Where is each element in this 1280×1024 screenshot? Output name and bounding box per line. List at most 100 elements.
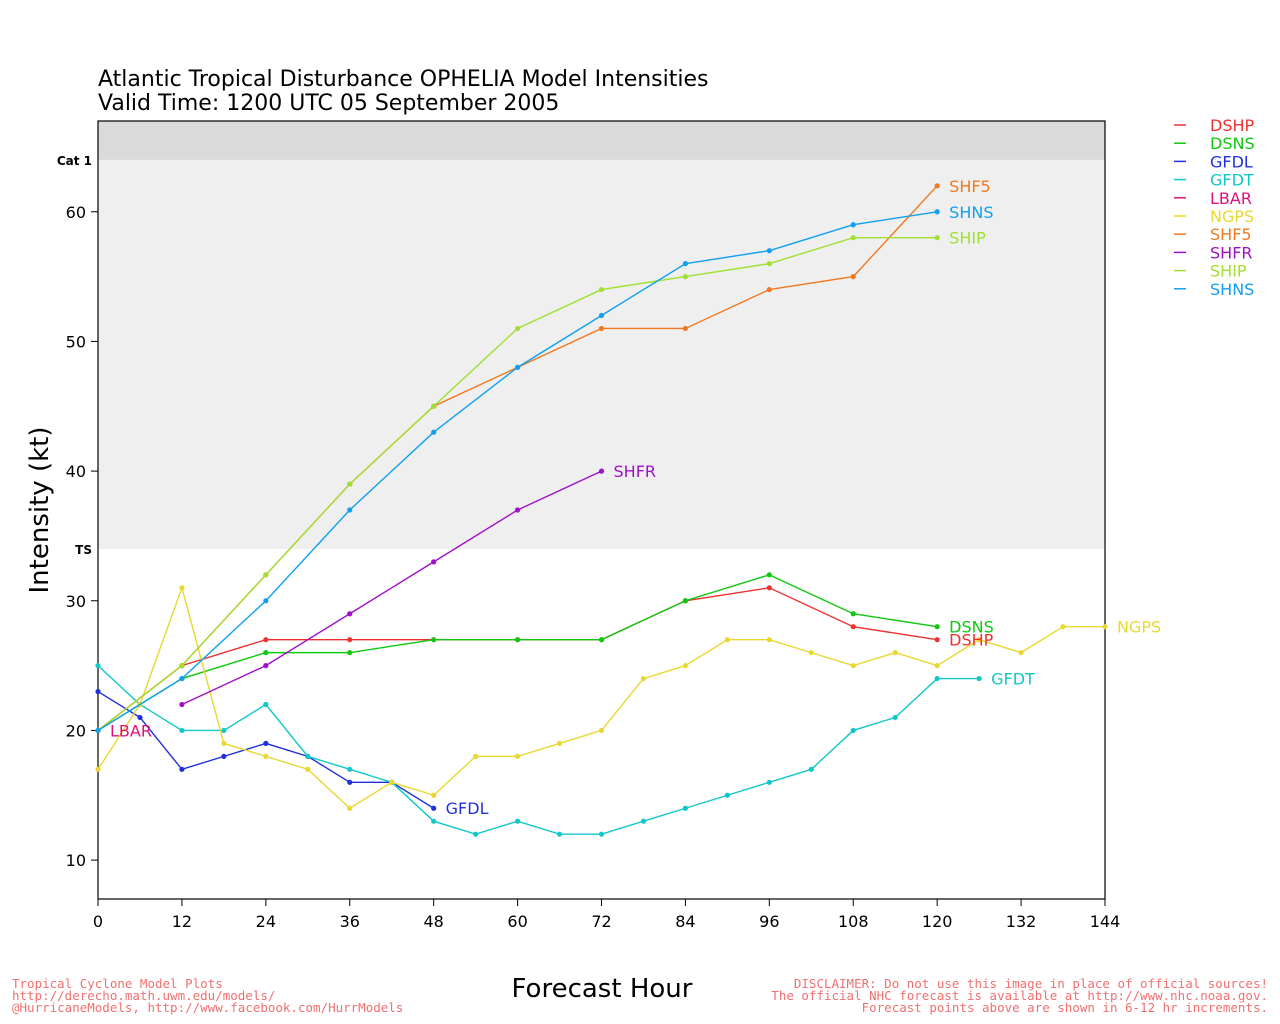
point-gfdt xyxy=(808,766,814,772)
point-gfdt xyxy=(934,675,940,682)
point-ngps xyxy=(347,805,353,811)
point-shf5 xyxy=(766,286,772,293)
footer-right-line-1: DISCLAIMER: Do not use this image in pla… xyxy=(794,976,1268,991)
point-dsns xyxy=(598,637,605,643)
chart-title: Atlantic Tropical Disturbance OPHELIA Mo… xyxy=(98,67,709,92)
x-tick-label: 84 xyxy=(675,912,695,931)
point-shfr xyxy=(598,468,605,474)
point-gfdl xyxy=(431,805,437,811)
point-gfdt xyxy=(976,675,982,682)
point-dshp xyxy=(766,585,772,591)
point-ngps xyxy=(1060,624,1066,630)
series-lines xyxy=(95,183,1108,837)
point-gfdt xyxy=(598,831,605,837)
y-tick-label: 40 xyxy=(66,462,86,481)
x-tick-label: 132 xyxy=(1006,912,1037,931)
x-tick-label: 120 xyxy=(922,912,953,931)
point-gfdt xyxy=(640,818,647,824)
footer-right-line-2: The official NHC forecast is available a… xyxy=(771,988,1268,1003)
end-label-lbar: LBAR xyxy=(110,721,152,740)
point-gfdt xyxy=(473,831,479,837)
point-shns xyxy=(934,209,940,215)
legend-entry-ship: SHIP xyxy=(1210,262,1247,281)
x-tick-label: 60 xyxy=(507,912,527,931)
point-dsns xyxy=(682,598,689,604)
x-tick-label: 0 xyxy=(93,912,103,931)
point-gfdt xyxy=(682,805,689,811)
legend-entry-ngps: NGPS xyxy=(1210,207,1254,226)
series-line-shfr xyxy=(181,470,602,706)
point-shns xyxy=(850,222,856,228)
x-tick-label: 48 xyxy=(423,912,443,931)
point-ngps xyxy=(1018,650,1024,656)
end-label-shfr: SHFR xyxy=(614,462,657,481)
point-gfdl xyxy=(263,740,269,747)
point-dsns xyxy=(850,611,856,617)
point-gfdt xyxy=(892,714,898,721)
point-ship xyxy=(850,235,856,241)
footer-left-line-1: Tropical Cyclone Model Plots xyxy=(12,976,223,991)
point-dsns xyxy=(934,624,940,630)
legend-entry-dshp: DSHP xyxy=(1210,116,1255,135)
point-ngps xyxy=(766,637,772,643)
point-ship xyxy=(598,286,605,293)
legend-entry-lbar: LBAR xyxy=(1210,189,1252,208)
y-axis-label: Intensity (kt) xyxy=(25,427,55,594)
end-label-ship: SHIP xyxy=(949,229,986,248)
band-1 xyxy=(98,159,1105,549)
point-gfdt xyxy=(766,779,772,785)
point-shns xyxy=(598,312,605,319)
point-ship xyxy=(179,663,185,669)
footer-left-line-2: http://derecho.math.uwm.edu/models/ xyxy=(12,988,275,1003)
footer-right-line-3: Forecast points above are shown in 6-12 … xyxy=(862,1000,1268,1015)
point-ship xyxy=(263,572,269,578)
band-0 xyxy=(98,548,1105,899)
point-shf5 xyxy=(850,274,856,280)
point-dshp xyxy=(850,624,856,630)
end-label-dshp: DSHP xyxy=(949,631,994,650)
point-dsns xyxy=(514,637,521,643)
point-gfdt xyxy=(431,818,437,824)
end-label-ngps: NGPS xyxy=(1117,618,1161,637)
point-dshp xyxy=(263,637,269,643)
legend-entry-gfdl: GFDL xyxy=(1210,152,1253,171)
point-gfdl xyxy=(221,753,227,759)
point-shns xyxy=(179,675,185,682)
series-line-gfdt xyxy=(97,665,980,835)
point-ngps xyxy=(221,740,227,747)
point-gfdt xyxy=(95,663,101,669)
point-gfdt xyxy=(347,766,353,772)
x-tick-label: 36 xyxy=(340,912,360,931)
legend-entry-gfdt: GFDT xyxy=(1210,171,1254,190)
x-axis-label: Forecast Hour xyxy=(512,974,693,1004)
end-label-gfdt: GFDT xyxy=(991,670,1035,689)
end-label-shf5: SHF5 xyxy=(949,177,991,196)
x-tick-label: 24 xyxy=(256,912,276,931)
y-tick-label: 30 xyxy=(66,592,86,611)
point-dsns xyxy=(431,637,437,643)
point-ship xyxy=(347,481,353,487)
legend-entry-shns: SHNS xyxy=(1210,280,1254,299)
chart-subtitle: Valid Time: 1200 UTC 05 September 2005 xyxy=(98,91,559,116)
point-gfdt xyxy=(514,818,521,824)
point-dsns xyxy=(766,572,772,578)
point-shf5 xyxy=(934,183,940,189)
band-label: TS xyxy=(75,543,92,557)
point-ngps xyxy=(473,753,479,759)
x-tick-label: 12 xyxy=(172,912,192,931)
point-ngps xyxy=(431,792,437,798)
point-shfr xyxy=(263,663,269,669)
point-ngps xyxy=(556,740,563,747)
point-shfr xyxy=(179,701,185,708)
point-ship xyxy=(766,261,772,267)
point-ngps xyxy=(389,779,395,785)
point-gfdt xyxy=(724,792,730,798)
point-gfdt xyxy=(850,727,856,734)
point-ship xyxy=(682,274,689,280)
x-tick-label: 144 xyxy=(1090,912,1121,931)
point-dshp xyxy=(934,637,940,643)
point-ship xyxy=(514,325,521,332)
